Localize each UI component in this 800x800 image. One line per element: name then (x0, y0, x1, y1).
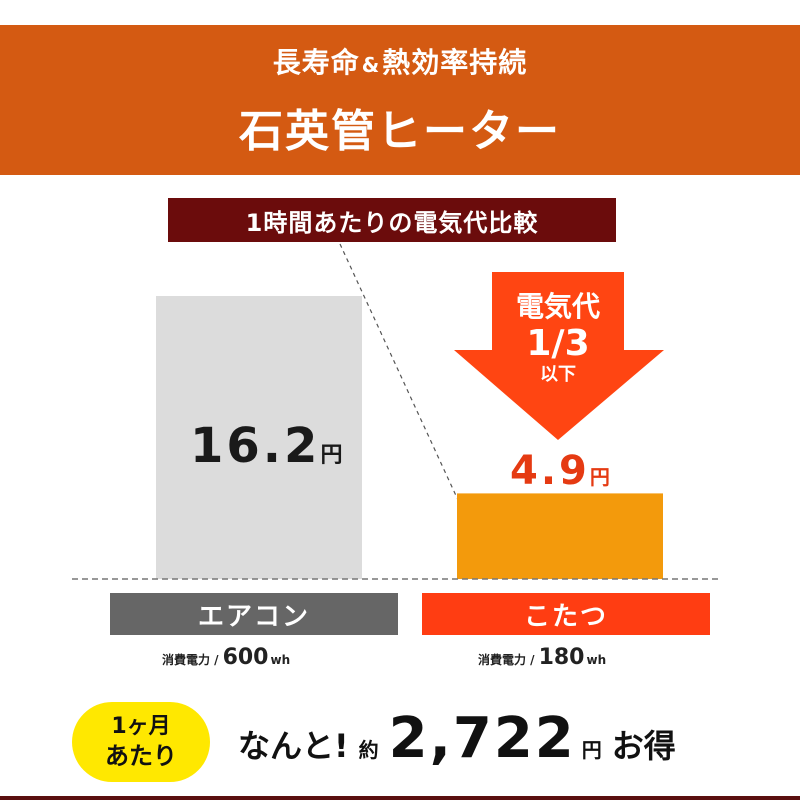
data-label-kotatsu-unit: 円 (589, 465, 610, 489)
power-aircon-value: 600 (222, 645, 269, 670)
header-banner: 長寿命 & 熱効率持続 石英管ヒーター (0, 25, 800, 175)
power-kotatsu-unit: wh (586, 653, 607, 667)
arrow-line-2: 1/3 (526, 323, 590, 364)
data-label-aircon: 16.2円 (190, 418, 342, 474)
header-subtitle: 長寿命 & 熱効率持続 (273, 41, 527, 81)
data-label-kotatsu: 4.9円 (510, 448, 610, 494)
savings-amount: 2,722 (388, 706, 576, 771)
power-kotatsu-value: 180 (538, 645, 585, 670)
savings-unit: 円 (581, 738, 602, 762)
bar-kotatsu (457, 493, 663, 579)
power-aircon-label: 消費電力 / (162, 653, 219, 667)
savings-prefix: なんと! (238, 727, 349, 765)
header-title: 石英管ヒーター (239, 106, 561, 157)
guide-line-left (339, 243, 459, 501)
subtitle-part-b: 熱効率持続 (382, 46, 528, 79)
arrow-line-3: 以下 (540, 364, 576, 385)
subtitle-ampersand: & (361, 53, 381, 77)
arrow-line-1: 電気代 (515, 290, 600, 323)
subtitle-part-a: 長寿命 (272, 46, 360, 79)
monthly-badge: 1ヶ月 あたり (72, 702, 210, 782)
savings-suffix: お得 (611, 727, 676, 765)
data-label-kotatsu-value: 4.9 (510, 448, 590, 494)
badge-line-1: 1ヶ月 (111, 714, 171, 739)
bar-aircon (156, 296, 362, 579)
comparison-label: 1時間あたりの電気代比較 (168, 198, 616, 242)
savings-approx: 約 (358, 738, 379, 762)
category-label-kotatsu: こたつ (422, 593, 710, 635)
bottom-rule (0, 796, 800, 800)
arrow-label: 電気代 1/3 以下 (478, 290, 638, 386)
power-aircon-unit: wh (270, 653, 291, 667)
power-kotatsu: 消費電力 / 180 wh (478, 645, 606, 670)
reduction-arrow-icon (454, 272, 664, 440)
data-label-aircon-unit: 円 (320, 443, 343, 468)
power-kotatsu-label: 消費電力 / (478, 653, 535, 667)
badge-line-2: あたり (105, 742, 177, 770)
category-label-aircon: エアコン (110, 593, 398, 635)
savings-statement: なんと! 約 2,722 円 お得 (238, 706, 676, 776)
power-aircon: 消費電力 / 600 wh (162, 645, 290, 670)
data-label-aircon-value: 16.2 (190, 418, 321, 474)
